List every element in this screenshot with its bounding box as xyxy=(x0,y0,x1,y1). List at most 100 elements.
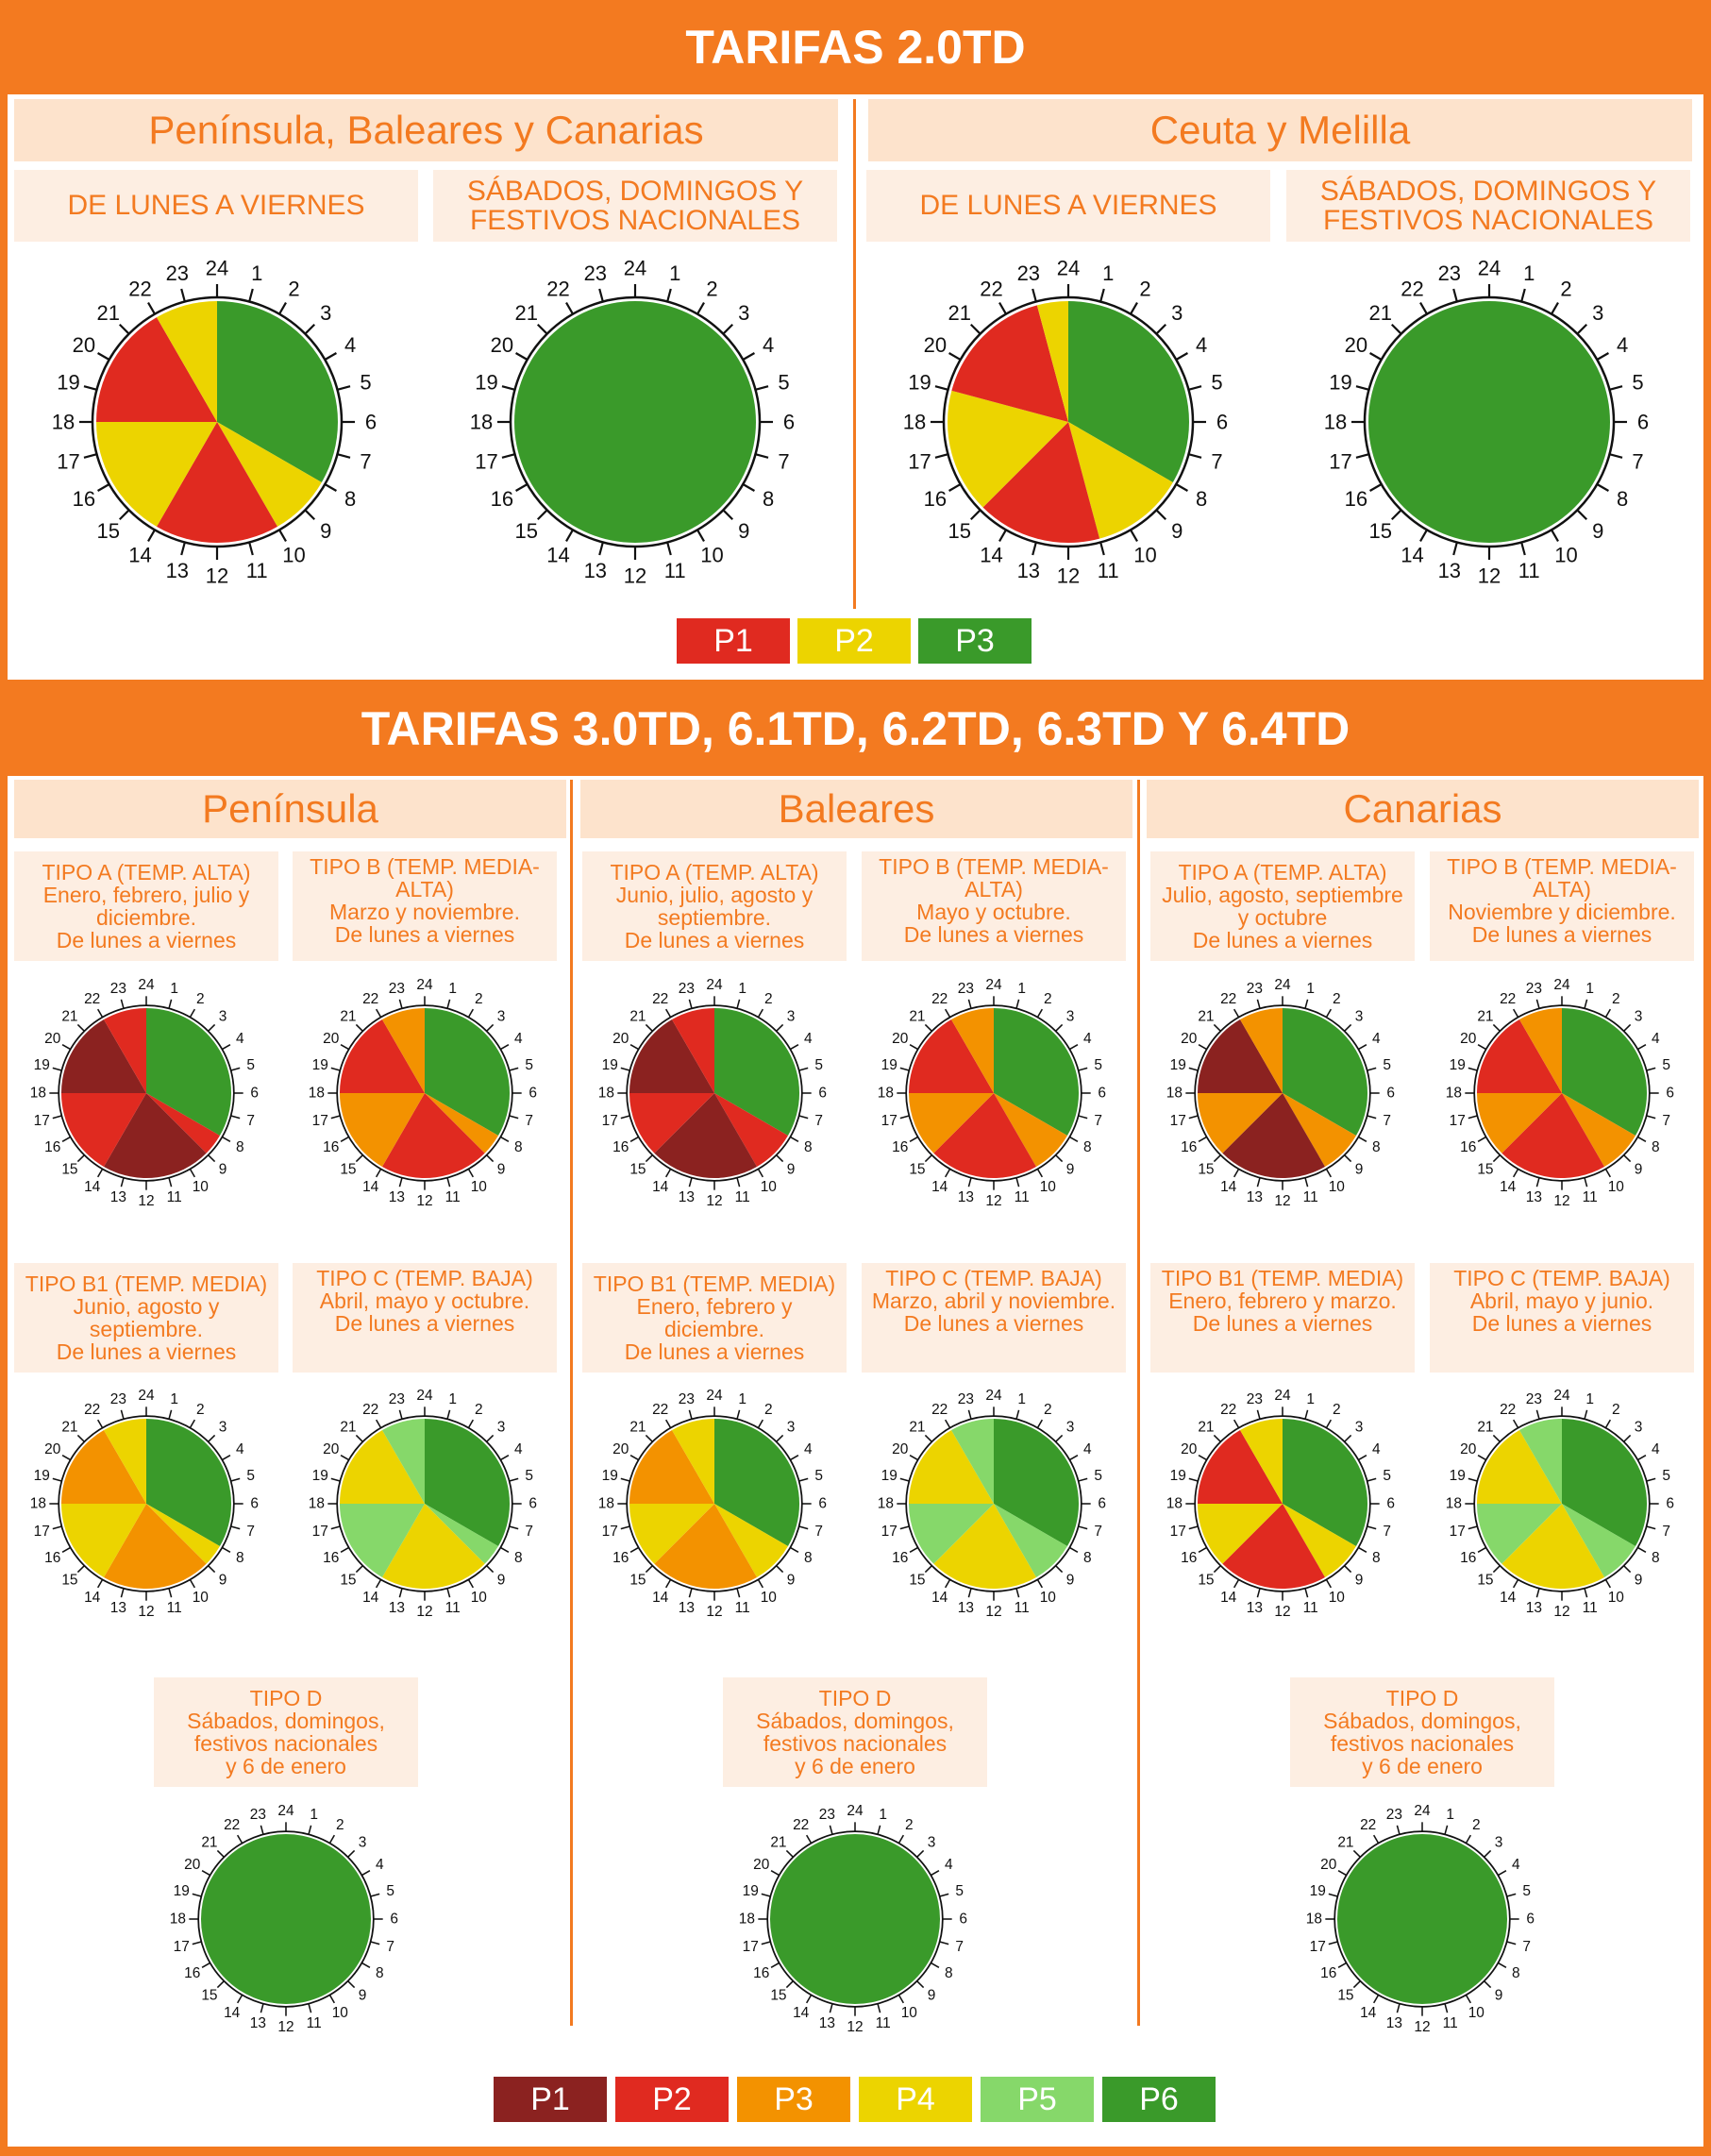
clock-tick xyxy=(967,1588,972,1598)
clock-tick xyxy=(1099,288,1105,302)
legend-t2-p1: P1 xyxy=(677,618,790,664)
hour-label: 21 xyxy=(1198,1008,1214,1024)
hour-label: 12 xyxy=(416,1193,432,1209)
hour-label: 12 xyxy=(206,564,228,588)
hour-label: 5 xyxy=(1662,1057,1670,1073)
clock-sector-P3 xyxy=(629,1430,714,1504)
hour-label: 7 xyxy=(1383,1524,1391,1540)
clock-tick xyxy=(347,1849,356,1858)
clock-tick xyxy=(939,1941,949,1945)
clock-tick xyxy=(688,1409,693,1420)
hour-label: 10 xyxy=(1554,544,1577,567)
hour-label: 10 xyxy=(193,1590,209,1606)
clock-tick xyxy=(500,1136,510,1143)
hour-label: 1 xyxy=(1017,1391,1026,1407)
hour-label: 13 xyxy=(250,2015,266,2031)
clock-tick xyxy=(1551,529,1559,542)
clock-tick xyxy=(1328,1941,1338,1945)
hour-label: 22 xyxy=(128,277,151,300)
hour-label: 6 xyxy=(365,411,377,434)
hour-label: 18 xyxy=(1166,1496,1183,1512)
label-tipo-a: TIPO A (TEMP. ALTA) Junio, julio, agosto… xyxy=(582,851,847,961)
clock-tick xyxy=(805,1834,813,1844)
clock-tick xyxy=(501,385,515,391)
hour-label: 9 xyxy=(219,1573,227,1589)
clock-tick xyxy=(909,1546,918,1554)
hour-label: 2 xyxy=(475,1402,483,1418)
hour-label: 1 xyxy=(251,261,262,285)
hour-label: 21 xyxy=(909,1419,925,1435)
clock-sector-P3 xyxy=(654,1504,758,1590)
label-tipo-c: TIPO C (TEMP. BAJA) Abril, mayo y junio.… xyxy=(1430,1263,1694,1373)
clock-tick xyxy=(1520,542,1526,556)
clock-tick xyxy=(1213,1023,1221,1032)
hour-label: 17 xyxy=(881,1113,897,1129)
clock-sector-P2 xyxy=(1197,1430,1283,1504)
hour-label: 23 xyxy=(1526,981,1542,997)
clock-tick xyxy=(536,323,548,335)
hour-label: 12 xyxy=(624,564,646,588)
hour-label: 21 xyxy=(909,1008,925,1024)
hour-label: 4 xyxy=(1617,333,1628,357)
legend-t3-p6: P6 xyxy=(1102,2077,1216,2122)
clock-tick xyxy=(1465,1834,1472,1844)
hour-label: 11 xyxy=(735,1189,750,1205)
clock-tick xyxy=(375,1169,382,1178)
hour-label: 21 xyxy=(96,301,119,325)
hour-label: 21 xyxy=(770,1834,786,1850)
hour-label: 19 xyxy=(1310,1883,1326,1899)
hour-label: 12 xyxy=(138,1604,154,1620)
clock-tick xyxy=(467,1008,475,1018)
hour-label: 7 xyxy=(814,1113,823,1129)
clock-tick xyxy=(688,1177,693,1187)
hour-label: 16 xyxy=(612,1550,629,1566)
hour-label: 2 xyxy=(1560,277,1571,300)
clock-sector-P5 xyxy=(339,1504,425,1577)
clock-sector-P3 xyxy=(1518,1007,1562,1093)
hour-label: 20 xyxy=(892,1441,908,1457)
hour-label: 17 xyxy=(1170,1524,1186,1540)
hour-label: 2 xyxy=(764,1402,773,1418)
clock-tick xyxy=(1036,1419,1044,1428)
clock-tick xyxy=(1535,999,1540,1009)
clock-tick xyxy=(1609,385,1623,391)
clock-sector-P3 xyxy=(1476,1093,1562,1154)
clock-tick xyxy=(355,1434,363,1442)
hour-label: 5 xyxy=(1383,1057,1391,1073)
hour-label: 23 xyxy=(584,261,607,285)
clock-tick xyxy=(798,1477,809,1482)
hour-label: 15 xyxy=(629,1573,646,1589)
hour-label: 13 xyxy=(1386,2015,1402,2031)
clock-tick xyxy=(509,1115,519,1120)
hour-label: 23 xyxy=(389,1391,405,1407)
hour-label: 11 xyxy=(1303,1189,1318,1205)
clock-tick xyxy=(1492,1565,1501,1574)
hour-label: 1 xyxy=(879,1807,887,1823)
clock-tick xyxy=(1498,1962,1507,1969)
hour-label: 5 xyxy=(246,1468,255,1484)
clock-tick xyxy=(1576,509,1588,521)
clock-tick xyxy=(180,542,186,556)
hour-label: 20 xyxy=(1460,1441,1476,1457)
clock-tick xyxy=(1623,1434,1632,1442)
label-weekday: DE LUNES A VIERNES xyxy=(866,170,1270,242)
clock-sector-P5 xyxy=(950,1418,994,1504)
hour-label: 8 xyxy=(1512,1965,1520,1981)
hour-label: 22 xyxy=(793,1817,809,1833)
hour-label: 1 xyxy=(738,981,746,997)
clock-tick xyxy=(897,1995,905,2004)
clock-tick xyxy=(909,1043,918,1051)
clock-tick xyxy=(1468,1525,1478,1530)
clock-tick xyxy=(1036,1008,1044,1018)
hour-label: 17 xyxy=(34,1113,50,1129)
hour-label: 2 xyxy=(196,991,205,1007)
clock-tick xyxy=(375,1579,382,1589)
clock-tick xyxy=(61,1454,71,1461)
hour-label: 24 xyxy=(1414,1803,1431,1819)
clock-tick xyxy=(909,1136,918,1143)
hour-label: 4 xyxy=(236,1031,244,1047)
hour-label: 9 xyxy=(787,1162,796,1178)
clock-tick xyxy=(509,1477,519,1482)
